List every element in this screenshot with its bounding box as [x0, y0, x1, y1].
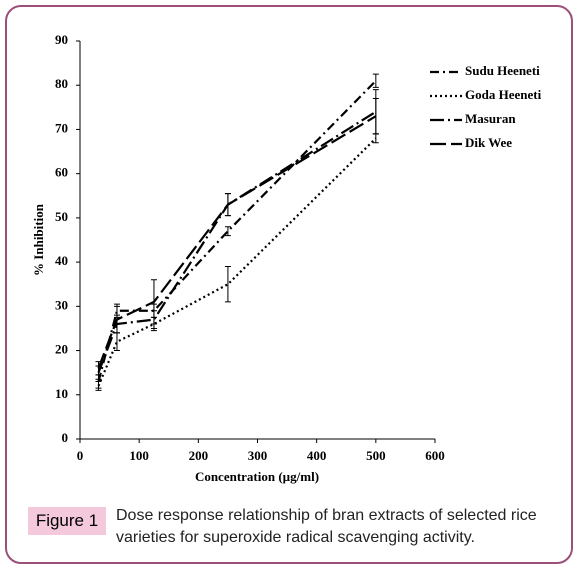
error-bar: [113, 305, 120, 334]
series-line: [97, 110, 377, 374]
figure-caption: Dose response relationship of bran extra…: [116, 507, 537, 546]
y-tick-label: 80: [55, 76, 68, 91]
x-tick-label: 500: [366, 448, 386, 463]
y-tick-label: 60: [55, 165, 68, 180]
series-line: [97, 80, 377, 382]
series-line: [97, 137, 377, 387]
error-bar: [372, 97, 379, 135]
error-bar: [150, 279, 157, 325]
series-line: [97, 115, 377, 369]
error-bar: [372, 73, 379, 88]
figure-label: Figure 1: [28, 507, 106, 535]
error-bar: [95, 361, 102, 376]
x-tick-label: 100: [129, 448, 149, 463]
y-tick-label: 50: [55, 209, 68, 224]
chart: Concentration (µg/ml) % Inhibition 0 10 20…: [31, 32, 542, 484]
y-tick-label: 30: [55, 297, 68, 312]
x-axis-label: Concentration (µg/ml): [195, 469, 319, 484]
legend-label: Goda Heeneti: [465, 87, 542, 102]
x-tick-label: 400: [307, 448, 327, 463]
legend-label: Masuran: [465, 111, 516, 126]
error-bar: [224, 193, 231, 217]
y-tick-label: 20: [55, 342, 68, 357]
legend-label: Dik Wee: [465, 135, 512, 150]
y-tick-label: 40: [55, 253, 68, 268]
y-tick-label: 90: [55, 32, 68, 47]
y-tick-label: 10: [55, 386, 68, 401]
error-bar: [95, 381, 102, 391]
figure-frame: [5, 5, 573, 564]
y-tick-label: 70: [55, 120, 68, 135]
legend-label: Sudu Heeneti: [465, 63, 540, 78]
x-tick-label: 300: [248, 448, 268, 463]
y-axis-label: % Inhibition: [31, 203, 46, 276]
y-tick-label: 0: [62, 430, 69, 445]
error-bar: [372, 133, 379, 144]
x-tick-label: 200: [189, 448, 209, 463]
x-tick-label: 600: [425, 448, 445, 463]
error-bar: [224, 226, 231, 237]
x-tick-label: 0: [77, 448, 84, 463]
error-bar: [224, 266, 231, 303]
